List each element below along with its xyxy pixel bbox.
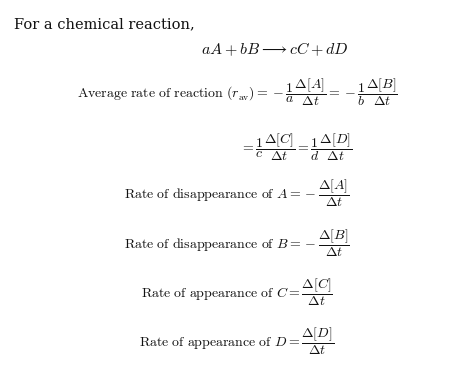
Text: $\mathrm{Average\ rate\ of\ reaction\ }(r_{\mathrm{av}}) = -\dfrac{1}{a}\dfrac{\: $\mathrm{Average\ rate\ of\ reaction\ }(… xyxy=(77,76,397,108)
Text: $\mathrm{Rate\ of\ disappearance\ of\ }A = -\dfrac{\Delta[A]}{\Delta t}$: $\mathrm{Rate\ of\ disappearance\ of\ }A… xyxy=(124,178,350,209)
Text: $\mathrm{Rate\ of\ appearance\ of\ }D = \dfrac{\Delta[D]}{\Delta t}$: $\mathrm{Rate\ of\ appearance\ of\ }D = … xyxy=(139,325,335,357)
Text: For a chemical reaction,: For a chemical reaction, xyxy=(14,17,195,31)
Text: $\mathrm{Rate\ of\ appearance\ of\ }C = \dfrac{\Delta[C]}{\Delta t}$: $\mathrm{Rate\ of\ appearance\ of\ }C = … xyxy=(141,277,333,308)
Text: $aA + bB \longrightarrow cC + dD$: $aA + bB \longrightarrow cC + dD$ xyxy=(201,40,349,58)
Text: $\mathrm{Rate\ of\ disappearance\ of\ }B = -\dfrac{\Delta[B]}{\Delta t}$: $\mathrm{Rate\ of\ disappearance\ of\ }B… xyxy=(124,227,350,259)
Text: $= \dfrac{1}{c}\dfrac{\Delta[C]}{\Delta t} = \dfrac{1}{d}\dfrac{\Delta[D]}{\Delt: $= \dfrac{1}{c}\dfrac{\Delta[C]}{\Delta … xyxy=(240,132,353,163)
